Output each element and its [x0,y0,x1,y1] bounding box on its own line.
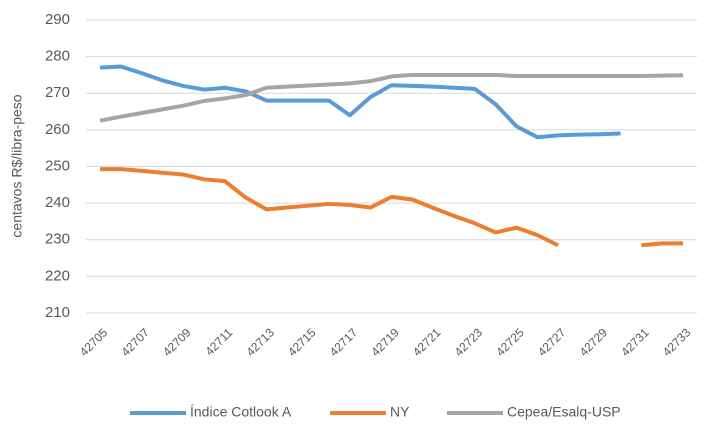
x-tick-label: 42727 [535,325,569,359]
x-tick-label: 42731 [618,325,652,359]
legend-label: Cepea/Esalq-USP [507,404,621,420]
x-tick-label: 42713 [243,325,277,359]
x-tick-label: 42707 [119,325,153,359]
x-tick-label: 42709 [160,325,194,359]
series-line [99,64,621,140]
y-tick-label: 260 [45,121,70,138]
x-tick-label: 42717 [327,325,361,359]
y-tick-label: 290 [45,11,70,28]
x-tick-label: 42725 [493,325,527,359]
y-tick-label: 230 [45,231,70,248]
y-axis-label: centavos R$/libra-peso [9,94,25,237]
y-tick-label: 210 [45,304,70,321]
legend-label: NY [390,404,410,420]
x-tick-label: 42733 [660,325,694,359]
x-tick-label: 42715 [285,325,319,359]
y-tick-label: 250 [45,157,70,174]
x-tick-label: 42711 [202,325,235,358]
y-tick-label: 270 [45,84,70,101]
series-line [99,72,684,123]
x-tick-label: 42705 [77,325,111,359]
y-tick-label: 220 [45,267,70,284]
series-line [100,167,683,248]
y-tick-label: 280 [45,48,70,65]
x-tick-label: 42729 [577,325,611,359]
x-tick-label: 42719 [368,325,402,359]
legend-label: Índice Cotlook A [190,404,292,420]
x-tick-label: 42721 [410,325,444,359]
y-tick-label: 240 [45,194,70,211]
x-tick-label: 42723 [452,325,486,359]
